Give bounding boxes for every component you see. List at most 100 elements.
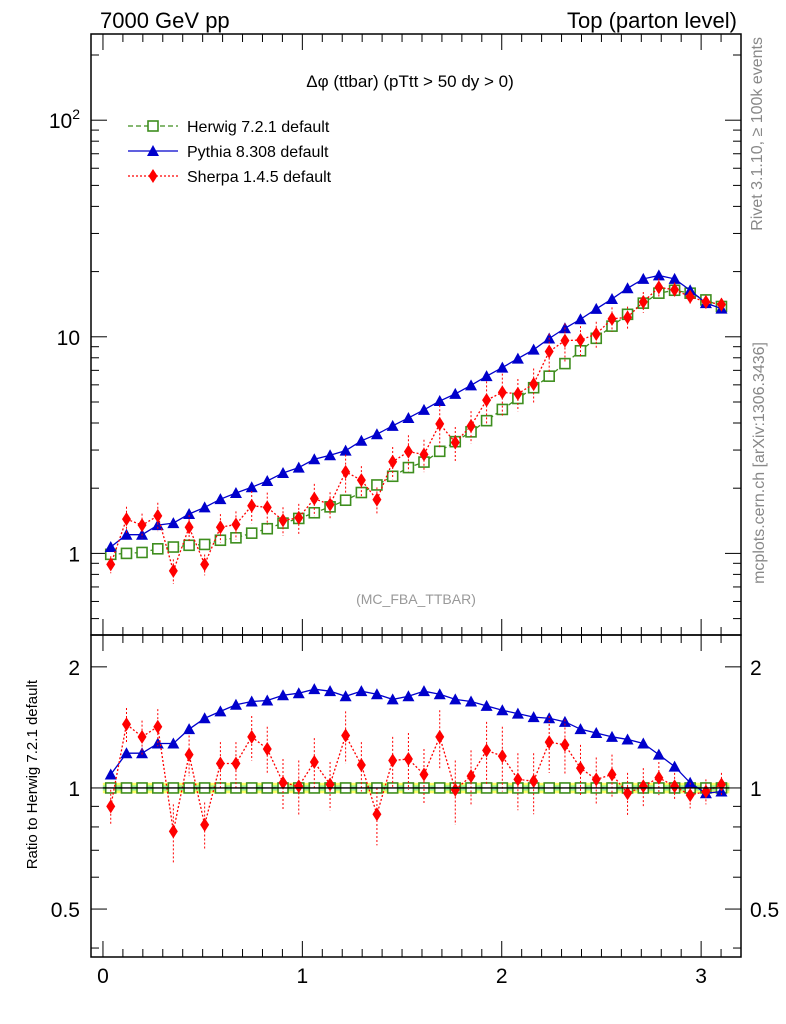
main-point [183,539,195,552]
main-point [668,272,681,284]
ratio-point [621,733,634,745]
main-point [559,357,571,370]
main-point [184,520,194,535]
main-point [685,289,695,304]
main-point [621,282,634,294]
ratio-point [527,711,540,723]
main-y-tick-label: 102 [49,106,80,133]
main-point [339,494,352,507]
ratio-point [167,737,180,749]
main-point [198,538,211,551]
x-tick-label: 3 [695,965,707,988]
ratio-point [403,752,413,767]
x-tick-label: 0 [97,965,109,988]
ratio-point [339,690,352,702]
main-point [449,387,462,399]
ratio-panel: 0.5 0.5 1 1 2 2 0 1 2 3 Ratio to Herwig 7.2.1 de… [24,634,779,988]
ratio-point [575,761,585,776]
ratio-point [168,824,178,839]
ratio-point [388,753,398,768]
main-panel: 1 10 102 Δφ (ttbar) (pTtt > 50 dy > 0) (MC… [49,33,742,636]
main-point [433,445,446,458]
ratio-y-tick-label-right: 0.5 [750,899,779,922]
ratio-point [153,719,163,734]
ratio-point [529,774,539,789]
ratio-point [623,786,633,801]
ratio-point [277,689,290,701]
main-point [465,379,478,391]
main-point [670,282,680,297]
main-point [497,385,507,400]
main-point [433,395,446,407]
main-x-ticks [102,34,742,635]
ratio-point [308,683,321,695]
ratio-point [652,748,665,760]
main-point [435,416,445,431]
main-point [590,302,603,314]
main-point [496,361,509,373]
main-point [466,418,476,433]
main-point [716,297,726,312]
ratio-point [355,685,368,697]
ratio-line-2 [110,723,722,832]
ratio-y-tick-label: 1 [68,778,80,801]
main-point [684,284,697,296]
ratio-point [449,693,462,705]
ratio-point [294,779,304,794]
ratio-point [637,737,650,749]
main-point [106,557,116,572]
ratio-point [229,698,242,710]
ratio-point [417,685,430,697]
ratio-point [121,717,131,732]
main-point [482,393,492,408]
main-point [137,518,147,533]
ratio-y-axis-label: Ratio to Herwig 7.2.1 default [24,679,41,869]
main-point [543,370,555,382]
main-y-tick-label: 10 [57,327,80,350]
main-point [200,557,210,572]
ratio-point [278,775,288,790]
main-point [120,547,133,560]
main-point [292,461,305,473]
ratio-point [215,756,225,771]
main-point [402,411,415,423]
main-point [480,414,493,427]
ratio-y-tick-label-right: 1 [750,778,762,801]
main-point [183,508,196,520]
ratio-point [560,737,570,752]
ratio-point [372,807,382,822]
main-point [355,434,368,446]
main-line-2 [110,286,722,574]
ratio-panel-frame [90,634,742,958]
main-point [529,377,539,392]
main-point [386,419,399,431]
main-point [560,333,570,348]
main-point [403,444,413,459]
main-line-0 [110,289,722,555]
main-point [637,272,650,284]
main-point [245,481,258,493]
main-point [623,310,633,325]
main-point [325,497,335,512]
main-point [230,532,242,544]
main-point [231,517,241,532]
ratio-x-axis: 0 1 2 3 [97,635,742,988]
ratio-point [638,779,648,794]
main-point [215,520,225,535]
ratio-point [370,688,383,700]
analysis-watermark: (MC_FBA_TTBAR) [356,591,476,607]
ratio-point [590,726,603,738]
main-point [341,464,351,479]
x-tick-label: 2 [496,965,508,988]
ratio-point [480,699,493,711]
main-point [229,487,242,499]
main-point [574,313,587,325]
ratio-point [433,688,446,700]
ratio-point [654,770,664,785]
legend-marker [148,169,158,183]
plot-title: Δφ (ttbar) (pTtt > 50 dy > 0) [306,72,514,91]
main-point [575,333,585,348]
ratio-point [574,723,587,735]
header-observable-label: Top (parton level) [567,8,737,33]
